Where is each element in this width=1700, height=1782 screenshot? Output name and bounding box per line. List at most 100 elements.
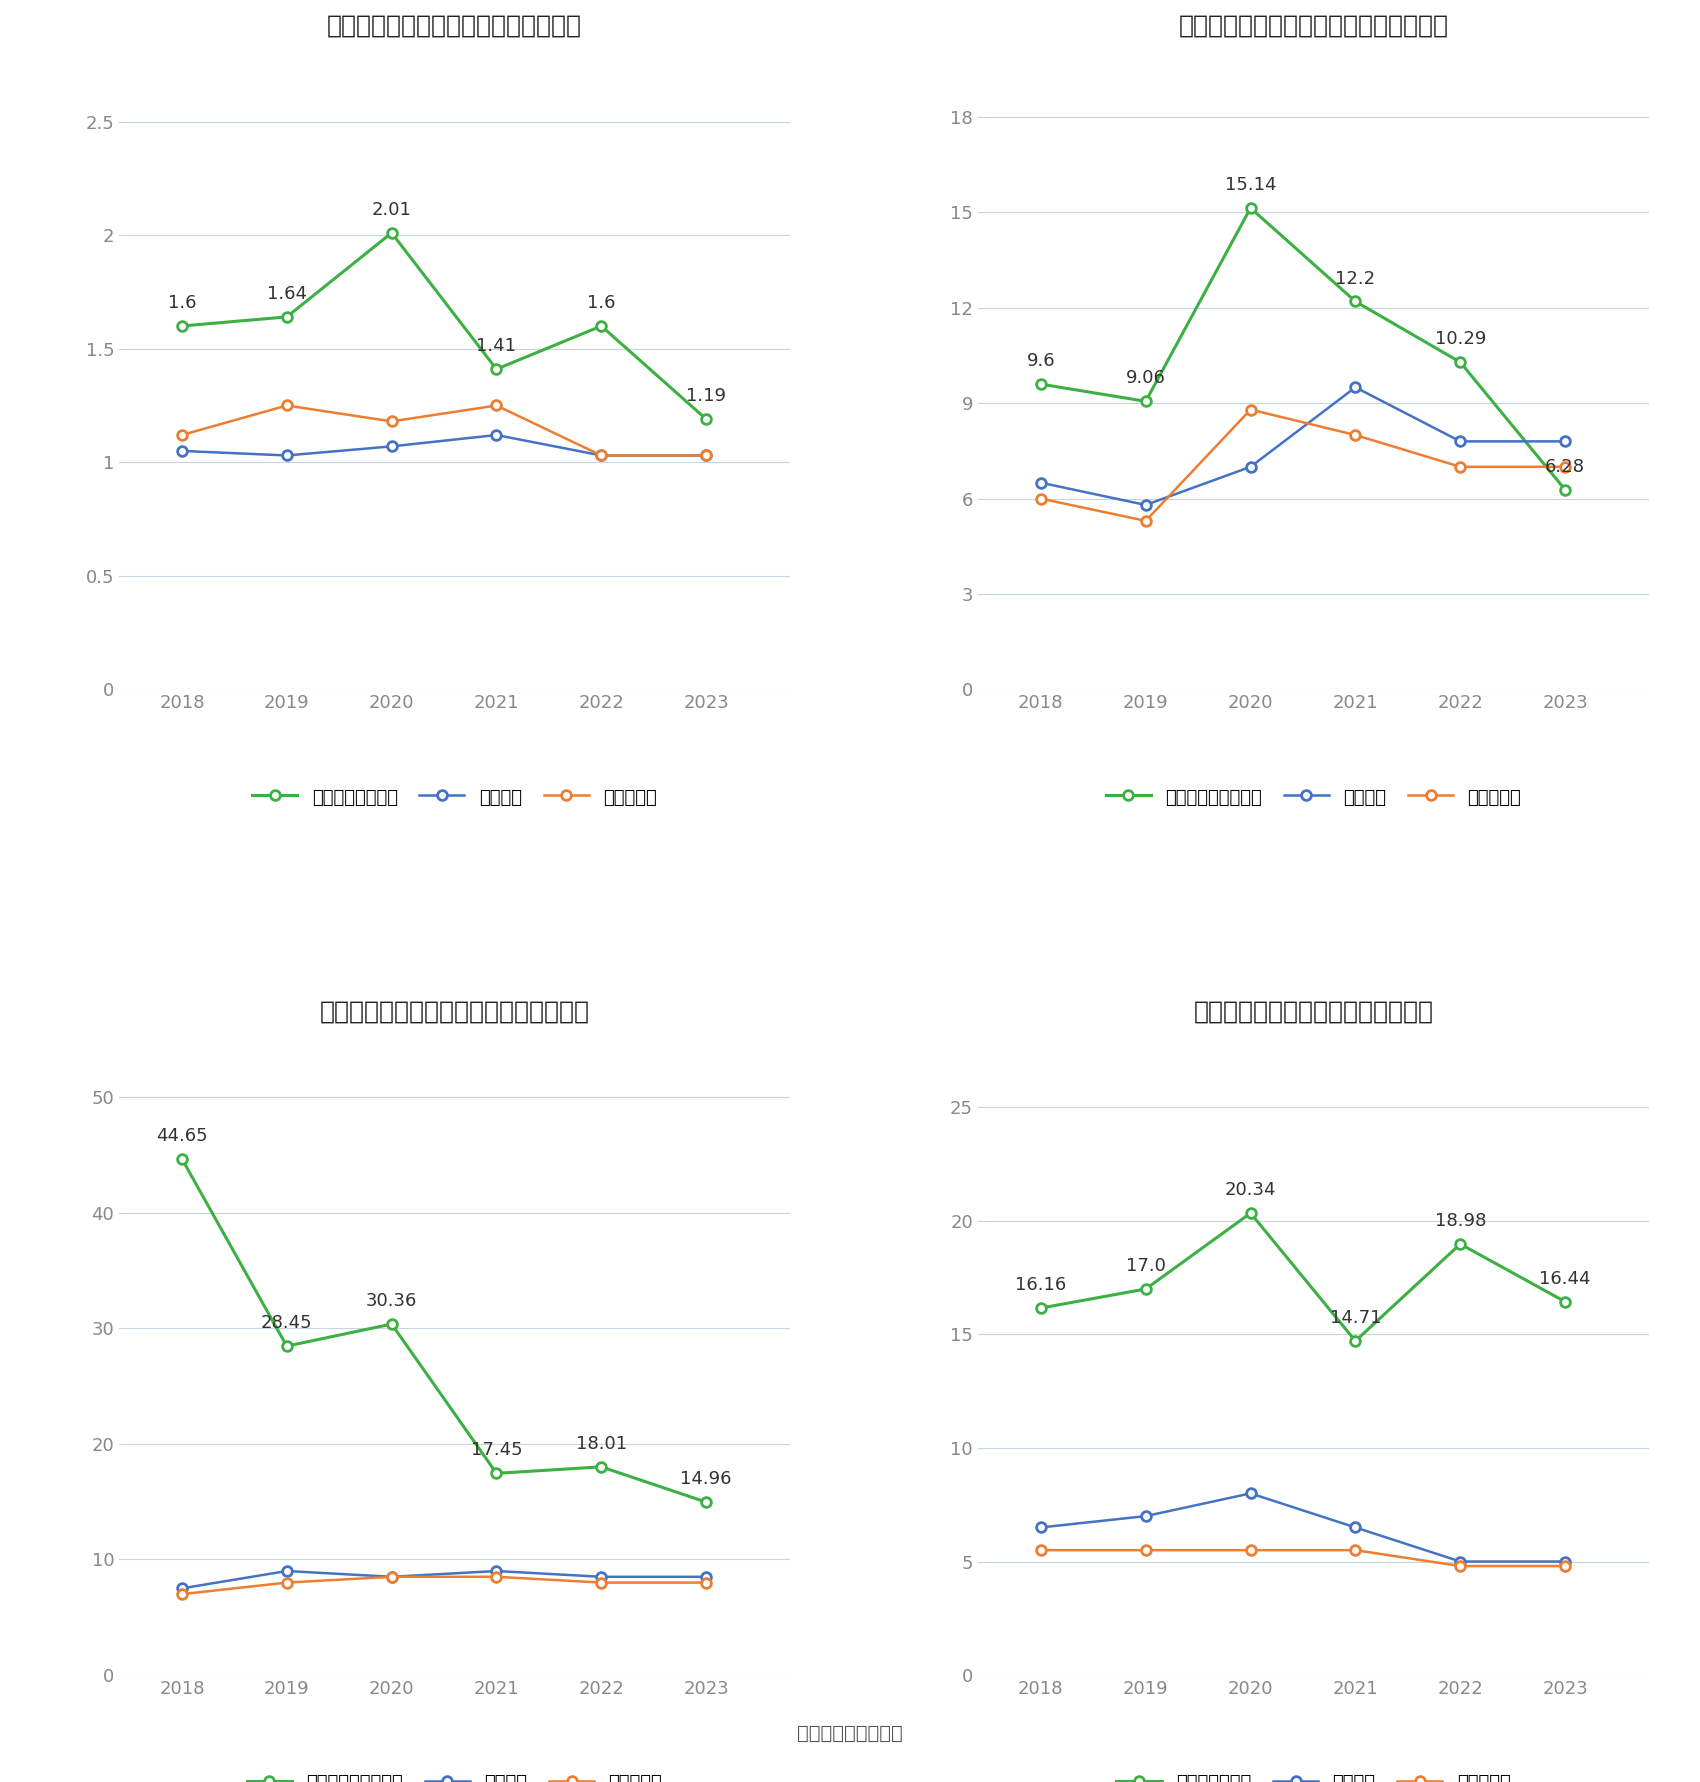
行业中位数 [1450, 456, 1470, 478]
Text: 16.16: 16.16 [1015, 1276, 1066, 1294]
Line: 行业中位数: 行业中位数 [177, 401, 711, 460]
行业均值 [695, 446, 716, 467]
行业中位数 [1241, 399, 1261, 421]
Legend: 公司固定资产周转率, 行业均值, 行业中位数: 公司固定资产周转率, 行业均值, 行业中位数 [1098, 781, 1528, 814]
公司固定资产周转率 [1241, 198, 1261, 219]
行业中位数 [1136, 510, 1156, 531]
行业均值 [277, 446, 298, 467]
行业中位数 [1030, 488, 1051, 510]
Text: 20.34: 20.34 [1224, 1181, 1277, 1199]
行业均值 [1450, 1550, 1470, 1572]
行业中位数 [592, 1572, 612, 1593]
Text: 28.45: 28.45 [262, 1315, 313, 1333]
行业中位数 [172, 1584, 192, 1606]
Legend: 公司总资产周转率, 行业均值, 行业中位数: 公司总资产周转率, 行业均值, 行业中位数 [245, 781, 665, 814]
公司存货周转率 [1136, 1278, 1156, 1299]
行业均值 [172, 440, 192, 462]
行业中位数 [695, 446, 716, 467]
行业均值 [1450, 431, 1470, 453]
Text: 17.45: 17.45 [471, 1442, 522, 1459]
行业均值 [1345, 376, 1365, 397]
Text: 16.44: 16.44 [1540, 1271, 1591, 1288]
行业均值 [381, 1566, 401, 1588]
Text: 14.71: 14.71 [1329, 1310, 1380, 1328]
公司总资产周转率 [592, 315, 612, 337]
行业均值 [1030, 472, 1051, 494]
Text: 12.2: 12.2 [1336, 269, 1375, 287]
行业中位数 [486, 1566, 507, 1588]
Text: 30.36: 30.36 [366, 1292, 416, 1310]
公司总资产周转率 [486, 358, 507, 380]
Text: 6.28: 6.28 [1545, 458, 1584, 476]
Title: 新日股份历年固定资产周转率情况（次）: 新日股份历年固定资产周转率情况（次） [1178, 14, 1448, 37]
Legend: 公司应收账款周转率, 行业均值, 行业中位数: 公司应收账款周转率, 行业均值, 行业中位数 [240, 1766, 670, 1782]
行业均值 [381, 435, 401, 456]
行业中位数 [277, 1572, 298, 1593]
Line: 行业中位数: 行业中位数 [1035, 405, 1571, 526]
行业均值 [486, 1561, 507, 1582]
行业均值 [1136, 494, 1156, 515]
行业中位数 [1450, 1556, 1470, 1577]
行业中位数 [381, 410, 401, 431]
行业均值 [592, 1566, 612, 1588]
行业中位数 [486, 396, 507, 417]
公司存货周转率 [1450, 1233, 1470, 1255]
公司固定资产周转率 [1136, 390, 1156, 412]
Text: 1.64: 1.64 [267, 285, 306, 303]
公司固定资产周转率 [1030, 374, 1051, 396]
公司存货周转率 [1241, 1203, 1261, 1224]
行业中位数 [277, 396, 298, 417]
行业中位数 [1556, 456, 1576, 478]
Title: 新日股份历年总资产周转率情况（次）: 新日股份历年总资产周转率情况（次） [326, 14, 581, 37]
Line: 公司固定资产周转率: 公司固定资产周转率 [1035, 203, 1571, 495]
公司总资产周转率 [277, 307, 298, 328]
Text: 2.01: 2.01 [372, 201, 411, 219]
公司固定资产周转率 [1345, 290, 1365, 312]
行业中位数 [1556, 1556, 1576, 1577]
公司应收账款周转率 [486, 1463, 507, 1484]
行业均值 [695, 1566, 716, 1588]
Text: 数据来源：恒生聚源: 数据来源：恒生聚源 [797, 1723, 903, 1743]
Line: 公司应收账款周转率: 公司应收账款周转率 [177, 1155, 711, 1508]
行业均值 [277, 1561, 298, 1582]
Line: 行业中位数: 行业中位数 [1035, 1545, 1571, 1572]
Text: 44.65: 44.65 [156, 1126, 207, 1144]
Text: 9.6: 9.6 [1027, 353, 1056, 371]
Line: 行业中位数: 行业中位数 [177, 1572, 711, 1598]
公司应收账款周转率 [592, 1456, 612, 1477]
Text: 9.06: 9.06 [1125, 369, 1166, 387]
Text: 1.6: 1.6 [168, 294, 196, 312]
公司应收账款周转率 [277, 1335, 298, 1356]
公司应收账款周转率 [695, 1492, 716, 1513]
行业中位数 [695, 1572, 716, 1593]
行业中位数 [1136, 1540, 1156, 1561]
行业均值 [1345, 1516, 1365, 1538]
行业中位数 [1345, 424, 1365, 446]
Line: 公司存货周转率: 公司存货周转率 [1035, 1208, 1571, 1345]
公司存货周转率 [1030, 1297, 1051, 1319]
行业中位数 [1241, 1540, 1261, 1561]
公司总资产周转率 [381, 223, 401, 244]
行业均值 [1241, 1483, 1261, 1504]
Legend: 公司存货周转率, 行业均值, 行业中位数: 公司存货周转率, 行业均值, 行业中位数 [1108, 1766, 1518, 1782]
Text: 1.41: 1.41 [476, 337, 517, 355]
行业均值 [592, 446, 612, 467]
行业中位数 [381, 1566, 401, 1588]
Text: 14.96: 14.96 [680, 1470, 733, 1488]
Line: 公司总资产周转率: 公司总资产周转率 [177, 228, 711, 424]
行业中位数 [172, 424, 192, 446]
行业均值 [1556, 1550, 1576, 1572]
行业均值 [1030, 1516, 1051, 1538]
Title: 新日股份历年应收账款周转率情况（次）: 新日股份历年应收账款周转率情况（次） [320, 1000, 590, 1023]
Text: 15.14: 15.14 [1224, 176, 1277, 194]
Text: 18.98: 18.98 [1435, 1212, 1486, 1230]
Text: 18.01: 18.01 [576, 1435, 627, 1452]
Text: 1.6: 1.6 [586, 294, 615, 312]
公司总资产周转率 [695, 408, 716, 429]
Title: 新日股份历年存货周转率情况（次）: 新日股份历年存货周转率情况（次） [1193, 1000, 1433, 1023]
公司存货周转率 [1556, 1290, 1576, 1312]
行业均值 [1556, 431, 1576, 453]
公司应收账款周转率 [172, 1148, 192, 1169]
公司固定资产周转率 [1556, 479, 1576, 501]
Text: 17.0: 17.0 [1125, 1256, 1166, 1276]
